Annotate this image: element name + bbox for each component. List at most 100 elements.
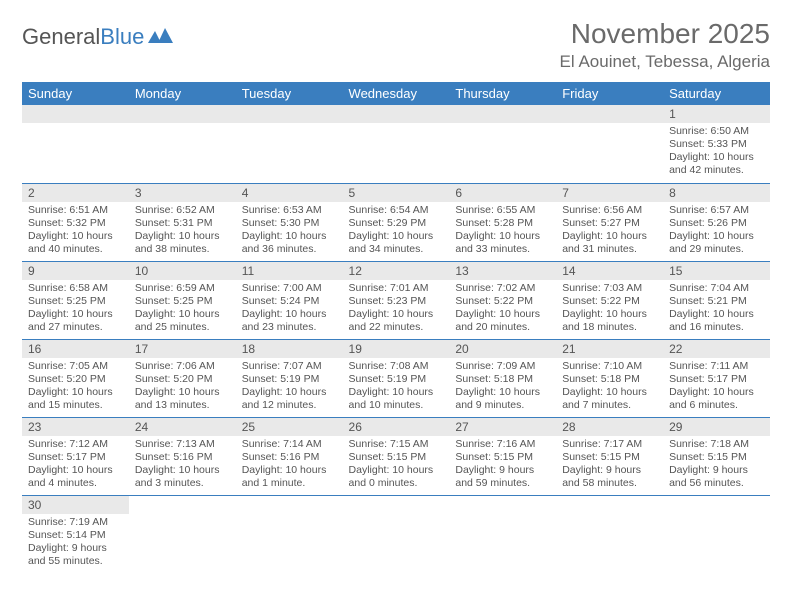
day-number-empty	[129, 105, 236, 123]
day-line: Daylight: 10 hours	[28, 230, 123, 243]
day-line: and 58 minutes.	[562, 477, 657, 490]
day-line: Sunrise: 6:50 AM	[669, 125, 764, 138]
day-content: Sunrise: 7:12 AMSunset: 5:17 PMDaylight:…	[22, 436, 129, 495]
day-number: 19	[343, 340, 450, 358]
day-line: Daylight: 9 hours	[28, 542, 123, 555]
day-number: 22	[663, 340, 770, 358]
logo-mark-icon	[148, 24, 174, 50]
day-line: Sunrise: 6:56 AM	[562, 204, 657, 217]
day-line: Daylight: 10 hours	[28, 464, 123, 477]
day-content: Sunrise: 7:03 AMSunset: 5:22 PMDaylight:…	[556, 280, 663, 339]
day-line: Sunrise: 7:01 AM	[349, 282, 444, 295]
day-line: Sunrise: 7:07 AM	[242, 360, 337, 373]
day-line: Sunset: 5:15 PM	[349, 451, 444, 464]
day-line: and 55 minutes.	[28, 555, 123, 568]
calendar-cell: 3Sunrise: 6:52 AMSunset: 5:31 PMDaylight…	[129, 183, 236, 261]
weekday-header: Wednesday	[343, 82, 450, 105]
calendar-cell: 1Sunrise: 6:50 AMSunset: 5:33 PMDaylight…	[663, 105, 770, 183]
calendar-cell	[129, 105, 236, 183]
weekday-header: Friday	[556, 82, 663, 105]
day-number: 28	[556, 418, 663, 436]
calendar-cell: 14Sunrise: 7:03 AMSunset: 5:22 PMDayligh…	[556, 261, 663, 339]
day-line: Sunrise: 7:19 AM	[28, 516, 123, 529]
day-line: and 10 minutes.	[349, 399, 444, 412]
calendar-week: 30Sunrise: 7:19 AMSunset: 5:14 PMDayligh…	[22, 495, 770, 573]
day-number: 8	[663, 184, 770, 202]
calendar-cell: 13Sunrise: 7:02 AMSunset: 5:22 PMDayligh…	[449, 261, 556, 339]
day-content: Sunrise: 6:55 AMSunset: 5:28 PMDaylight:…	[449, 202, 556, 261]
day-line: Sunset: 5:29 PM	[349, 217, 444, 230]
location: El Aouinet, Tebessa, Algeria	[560, 52, 770, 72]
day-line: Daylight: 10 hours	[455, 308, 550, 321]
day-line: and 33 minutes.	[455, 243, 550, 256]
day-line: Sunset: 5:25 PM	[28, 295, 123, 308]
day-line: Sunset: 5:22 PM	[455, 295, 550, 308]
day-line: Sunset: 5:15 PM	[669, 451, 764, 464]
day-line: Daylight: 10 hours	[349, 464, 444, 477]
day-line: Daylight: 10 hours	[455, 386, 550, 399]
day-number: 1	[663, 105, 770, 123]
day-number: 30	[22, 496, 129, 514]
day-line: Sunrise: 7:17 AM	[562, 438, 657, 451]
day-content: Sunrise: 6:59 AMSunset: 5:25 PMDaylight:…	[129, 280, 236, 339]
day-content: Sunrise: 7:13 AMSunset: 5:16 PMDaylight:…	[129, 436, 236, 495]
day-number: 24	[129, 418, 236, 436]
day-line: and 29 minutes.	[669, 243, 764, 256]
day-line: Daylight: 9 hours	[455, 464, 550, 477]
day-number-empty	[343, 105, 450, 123]
day-line: and 4 minutes.	[28, 477, 123, 490]
calendar-cell	[556, 495, 663, 573]
calendar-cell: 11Sunrise: 7:00 AMSunset: 5:24 PMDayligh…	[236, 261, 343, 339]
day-content: Sunrise: 7:08 AMSunset: 5:19 PMDaylight:…	[343, 358, 450, 417]
day-number-empty	[556, 105, 663, 123]
day-line: and 12 minutes.	[242, 399, 337, 412]
weekday-row: Sunday Monday Tuesday Wednesday Thursday…	[22, 82, 770, 105]
day-line: Sunset: 5:15 PM	[562, 451, 657, 464]
day-content: Sunrise: 7:06 AMSunset: 5:20 PMDaylight:…	[129, 358, 236, 417]
day-line: Daylight: 10 hours	[562, 386, 657, 399]
calendar-cell: 20Sunrise: 7:09 AMSunset: 5:18 PMDayligh…	[449, 339, 556, 417]
calendar-cell: 29Sunrise: 7:18 AMSunset: 5:15 PMDayligh…	[663, 417, 770, 495]
calendar-cell: 16Sunrise: 7:05 AMSunset: 5:20 PMDayligh…	[22, 339, 129, 417]
day-line: Sunrise: 6:54 AM	[349, 204, 444, 217]
day-line: and 56 minutes.	[669, 477, 764, 490]
day-line: and 59 minutes.	[455, 477, 550, 490]
day-line: Sunset: 5:18 PM	[455, 373, 550, 386]
day-number: 14	[556, 262, 663, 280]
day-line: Daylight: 10 hours	[669, 230, 764, 243]
day-line: Daylight: 10 hours	[349, 230, 444, 243]
day-content: Sunrise: 7:15 AMSunset: 5:15 PMDaylight:…	[343, 436, 450, 495]
day-line: Sunrise: 6:51 AM	[28, 204, 123, 217]
day-line: Sunrise: 7:04 AM	[669, 282, 764, 295]
day-content: Sunrise: 6:57 AMSunset: 5:26 PMDaylight:…	[663, 202, 770, 261]
calendar-cell: 9Sunrise: 6:58 AMSunset: 5:25 PMDaylight…	[22, 261, 129, 339]
day-line: Sunset: 5:33 PM	[669, 138, 764, 151]
day-number: 9	[22, 262, 129, 280]
day-line: Sunrise: 7:00 AM	[242, 282, 337, 295]
calendar-cell: 26Sunrise: 7:15 AMSunset: 5:15 PMDayligh…	[343, 417, 450, 495]
calendar-cell: 8Sunrise: 6:57 AMSunset: 5:26 PMDaylight…	[663, 183, 770, 261]
calendar-cell	[556, 105, 663, 183]
day-number: 26	[343, 418, 450, 436]
day-content: Sunrise: 7:04 AMSunset: 5:21 PMDaylight:…	[663, 280, 770, 339]
day-number: 16	[22, 340, 129, 358]
day-number: 27	[449, 418, 556, 436]
calendar-cell	[449, 495, 556, 573]
day-line: and 20 minutes.	[455, 321, 550, 334]
calendar-cell	[343, 495, 450, 573]
day-line: and 23 minutes.	[242, 321, 337, 334]
day-line: Sunset: 5:27 PM	[562, 217, 657, 230]
title-block: November 2025 El Aouinet, Tebessa, Alger…	[560, 18, 770, 72]
day-line: Sunset: 5:20 PM	[28, 373, 123, 386]
calendar-cell: 2Sunrise: 6:51 AMSunset: 5:32 PMDaylight…	[22, 183, 129, 261]
calendar-cell: 22Sunrise: 7:11 AMSunset: 5:17 PMDayligh…	[663, 339, 770, 417]
day-line: and 22 minutes.	[349, 321, 444, 334]
calendar-cell: 15Sunrise: 7:04 AMSunset: 5:21 PMDayligh…	[663, 261, 770, 339]
day-content: Sunrise: 7:11 AMSunset: 5:17 PMDaylight:…	[663, 358, 770, 417]
day-content: Sunrise: 7:02 AMSunset: 5:22 PMDaylight:…	[449, 280, 556, 339]
day-line: Daylight: 9 hours	[562, 464, 657, 477]
day-line: Sunset: 5:23 PM	[349, 295, 444, 308]
day-line: Sunset: 5:19 PM	[242, 373, 337, 386]
calendar-cell	[129, 495, 236, 573]
day-line: and 13 minutes.	[135, 399, 230, 412]
